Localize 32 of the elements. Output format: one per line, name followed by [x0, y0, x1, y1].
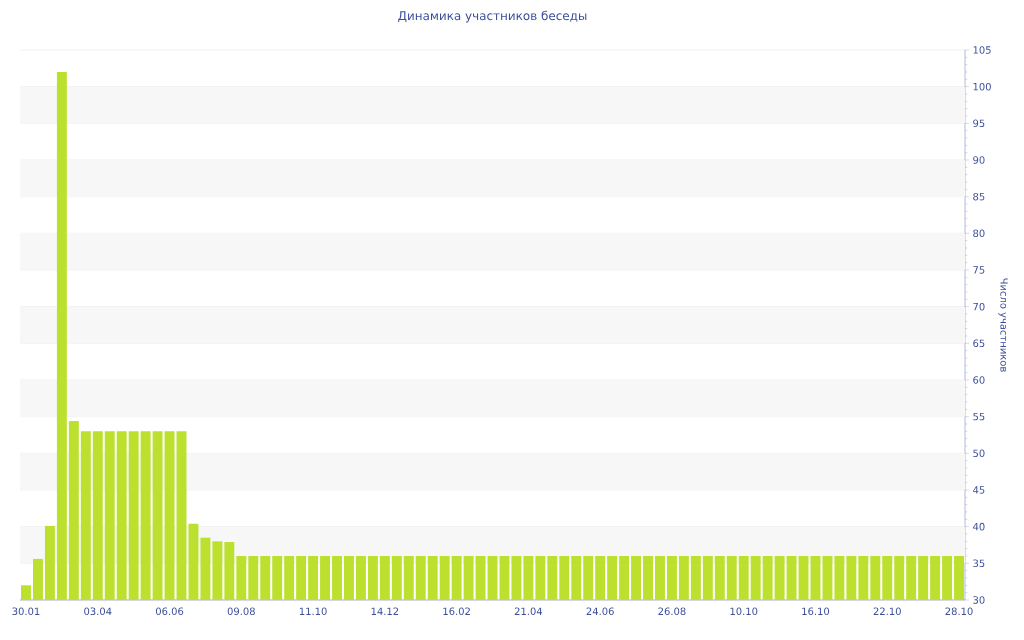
y-tick-label: 60 — [973, 376, 985, 384]
y-tick-label: 35 — [973, 559, 985, 568]
y-axis-title: Число участников — [998, 278, 1008, 372]
x-tick-label: 09.08 — [227, 607, 255, 616]
y-tick-label: 70 — [973, 302, 985, 311]
y-tick-label: 95 — [973, 119, 985, 128]
y-tick-label: 30 — [973, 596, 985, 604]
y-tick-label: 45 — [973, 486, 985, 494]
x-tick-label: 28.10 — [945, 607, 973, 616]
x-tick-label: 10.10 — [730, 607, 758, 616]
x-tick-label: 16.02 — [443, 607, 470, 616]
y-tick-label: 100 — [973, 82, 991, 91]
y-tick-label: 90 — [973, 156, 985, 164]
x-tick-label: 30.01 — [12, 607, 40, 616]
x-tick-label: 22.10 — [873, 607, 901, 616]
y-tick-label: 80 — [973, 229, 985, 238]
y-tick-label: 55 — [973, 412, 985, 421]
y-tick-label: 40 — [973, 522, 985, 531]
x-tick-label: 14.12 — [371, 607, 399, 615]
y-tick-label: 65 — [973, 339, 985, 348]
x-tick-label: 24.06 — [586, 607, 614, 616]
y-tick-label: 85 — [973, 192, 985, 201]
y-tick-label: 105 — [973, 46, 991, 54]
y-tick-label: 75 — [973, 266, 985, 274]
x-tick-label: 11.10 — [299, 607, 327, 616]
x-tick-label: 06.06 — [155, 607, 184, 616]
x-tick-label: 26.08 — [658, 607, 686, 616]
chart-title: Динамика участников беседы — [398, 10, 587, 23]
y-tick-label: 50 — [973, 449, 985, 458]
x-tick-label: 16.10 — [802, 607, 830, 616]
x-tick-label: 21.04 — [514, 607, 543, 616]
x-tick-label: 03.04 — [84, 607, 112, 616]
